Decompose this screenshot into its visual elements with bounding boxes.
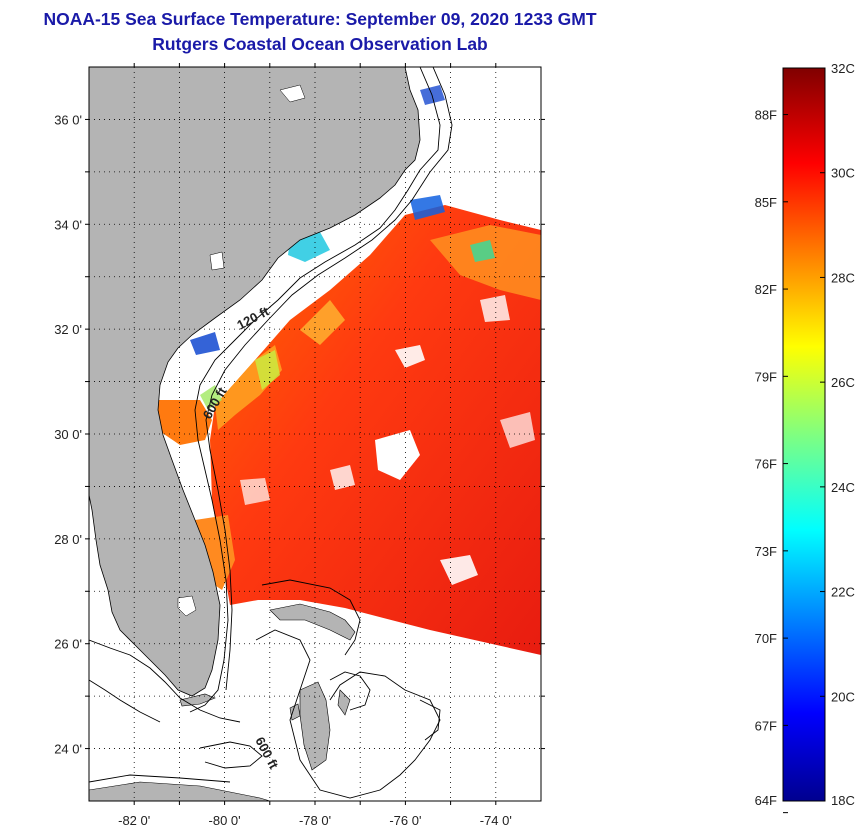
latitude-label: 28 0' — [54, 532, 82, 547]
latitude-label: 26 0' — [54, 637, 82, 652]
colorbar-label-celsius: 30C — [831, 166, 855, 181]
map-area: 120 ft 600 ft 600 ft — [89, 67, 541, 801]
longitude-label: -80 0' — [209, 813, 241, 828]
latitude-label: 24 0' — [54, 742, 82, 757]
colorbar-label-fahrenheit: 73F — [755, 544, 777, 559]
land-mainland — [89, 67, 421, 697]
latitude-label: 32 0' — [54, 322, 82, 337]
colorbar-label-fahrenheit: 88F — [755, 108, 777, 123]
longitude-label: -76 0' — [389, 813, 421, 828]
latitude-labels: 36 0' 34 0' 32 0' 30 0' 28 0' 26 0' 24 0' — [54, 112, 82, 756]
temperature-colorbar — [782, 67, 826, 802]
longitude-label: -74 0' — [480, 813, 512, 828]
colorbar-label-fahrenheit: 85F — [755, 195, 777, 210]
latitude-label: 30 0' — [54, 427, 82, 442]
colorbar-label-fahrenheit: 67F — [755, 718, 777, 733]
colorbar-label-celsius: 32C — [831, 61, 855, 76]
colorbar-ticks: 32C 30C 28C 26C 24C 22C 20C 18C 88F 85F 82F 79F 76F 7… — [755, 61, 855, 814]
longitude-labels: -82 0' -80 0' -78 0' -76 0' -74 0' — [118, 813, 512, 828]
colorbar-label-fahrenheit: 76F — [755, 457, 777, 472]
colorbar-label-fahrenheit: 70F — [755, 631, 777, 646]
colorbar-label-celsius: 28C — [831, 270, 855, 285]
sst-swath — [89, 85, 541, 655]
axis-ticks — [85, 63, 545, 805]
map-subtitle: Rutgers Coastal Ocean Observation Lab — [152, 34, 488, 54]
map-grid — [89, 67, 541, 801]
latitude-label: 34 0' — [54, 217, 82, 232]
bathymetry-contours — [89, 67, 453, 799]
longitude-label: -78 0' — [299, 813, 331, 828]
latitude-label: 36 0' — [54, 112, 82, 127]
colorbar-label-celsius: 20C — [831, 689, 855, 704]
bahamas-islands — [269, 603, 356, 771]
map-title: NOAA-15 Sea Surface Temperature: Septemb… — [43, 9, 597, 29]
longitude-label: -82 0' — [118, 813, 150, 828]
colorbar-label-celsius: 26C — [831, 375, 855, 390]
colorbar-label-celsius: 24C — [831, 480, 855, 495]
colorbar-label-celsius: 18C — [831, 793, 855, 808]
colorbar-label-fahrenheit: 64F — [755, 793, 777, 808]
colorbar-label-fahrenheit: 82F — [755, 282, 777, 297]
colorbar-label-fahrenheit: 79F — [755, 369, 777, 384]
colorbar-label-celsius: 22C — [831, 585, 855, 600]
